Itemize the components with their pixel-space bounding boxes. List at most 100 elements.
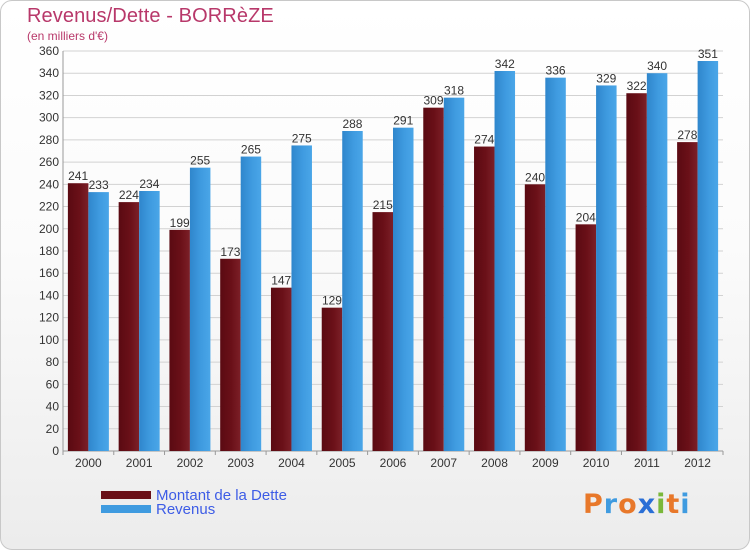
- x-tick-label: 2008: [481, 456, 508, 470]
- data-label-revenus: 255: [190, 154, 210, 168]
- x-tick-label: 2004: [278, 456, 305, 470]
- data-label-dette: 322: [627, 79, 647, 93]
- data-label-dette: 173: [220, 245, 240, 259]
- bar-revenus: [342, 131, 363, 451]
- proxiti-logo: Proxiti: [583, 489, 691, 520]
- bar-dette: [67, 183, 89, 451]
- y-tick-label: 120: [39, 311, 59, 325]
- data-label-revenus: 336: [546, 64, 566, 78]
- logo-letter: t: [666, 489, 681, 520]
- data-label-revenus: 318: [444, 84, 464, 98]
- legend-swatch-dette: [101, 491, 151, 499]
- bar-revenus: [393, 127, 414, 452]
- x-tick-label: 2012: [684, 456, 711, 470]
- bar-revenus: [443, 97, 465, 452]
- y-tick-label: 100: [39, 333, 59, 347]
- data-label-revenus: 233: [89, 178, 109, 192]
- logo-letter: P: [583, 489, 604, 520]
- bar-revenus: [240, 156, 262, 452]
- legend-label-dette: Montant de la Dette: [156, 486, 287, 504]
- logo-letter: i: [680, 489, 691, 520]
- x-tick-label: 2009: [532, 456, 559, 470]
- data-label-dette: 204: [576, 210, 596, 224]
- logo-letter: x: [637, 489, 657, 520]
- data-label-dette: 278: [677, 128, 697, 142]
- bar-dette: [169, 229, 190, 451]
- x-tick-label: 2006: [380, 456, 407, 470]
- chart-title: Revenus/Dette - BORRèZE: [27, 5, 274, 27]
- y-tick-label: 180: [39, 244, 59, 258]
- bar-dette: [270, 287, 292, 451]
- bar-revenus: [646, 73, 668, 451]
- bar-dette: [575, 224, 597, 451]
- x-tick-label: 2005: [329, 456, 356, 470]
- data-label-dette: 199: [170, 216, 190, 230]
- x-tick-label: 2010: [583, 456, 610, 470]
- bar-revenus: [596, 85, 617, 451]
- y-tick-label: 360: [39, 44, 59, 58]
- data-label-revenus: 342: [495, 57, 515, 71]
- data-label-revenus: 275: [292, 131, 312, 145]
- data-label-dette: 309: [424, 94, 444, 108]
- legend-label-revenus: Revenus: [156, 500, 216, 518]
- bar-revenus: [139, 191, 160, 451]
- y-tick-label: 240: [39, 177, 59, 191]
- y-tick-label: 0: [52, 444, 59, 458]
- y-tick-label: 20: [46, 422, 60, 436]
- y-tick-label: 340: [39, 66, 59, 80]
- data-label-revenus: 351: [698, 47, 718, 61]
- bar-revenus: [291, 145, 312, 451]
- x-tick-label: 2000: [75, 456, 102, 470]
- y-tick-label: 80: [46, 355, 60, 369]
- logo-letter: o: [618, 489, 638, 520]
- bar-dette: [626, 93, 647, 451]
- x-tick-label: 2002: [177, 456, 204, 470]
- bar-revenus: [189, 167, 211, 451]
- y-tick-label: 200: [39, 222, 59, 236]
- y-tick-label: 160: [39, 266, 59, 280]
- bar-revenus: [545, 77, 566, 452]
- data-label-dette: 240: [525, 170, 545, 184]
- data-label-dette: 241: [68, 169, 88, 183]
- x-tick-label: 2011: [634, 456, 660, 470]
- data-label-revenus: 340: [647, 59, 667, 73]
- y-tick-label: 60: [46, 377, 60, 391]
- bar-dette: [423, 107, 444, 452]
- bar-revenus: [494, 71, 516, 451]
- x-tick-label: 2001: [126, 456, 153, 470]
- data-label-revenus: 329: [596, 71, 616, 85]
- logo-letter: i: [656, 489, 667, 520]
- data-label-dette: 147: [271, 274, 291, 288]
- data-label-revenus: 291: [393, 114, 413, 128]
- data-label-dette: 215: [373, 198, 393, 212]
- y-tick-label: 320: [39, 88, 59, 102]
- bar-dette: [524, 184, 546, 452]
- logo-letter: r: [603, 489, 619, 520]
- y-tick-label: 260: [39, 155, 59, 169]
- bar-dette: [118, 202, 140, 451]
- legend-item-dette: Montant de la Dette: [101, 486, 287, 504]
- x-tick-label: 2003: [227, 456, 254, 470]
- data-label-dette: 129: [322, 294, 342, 308]
- bar-revenus: [697, 61, 719, 451]
- bar-dette: [372, 212, 393, 451]
- data-label-dette: 274: [474, 133, 494, 147]
- y-tick-label: 220: [39, 200, 59, 214]
- bar-dette: [321, 307, 343, 451]
- bar-dette: [474, 146, 495, 452]
- data-label-dette: 224: [119, 188, 139, 202]
- legend-item-revenus: Revenus: [101, 500, 216, 518]
- legend-swatch-revenus: [101, 505, 151, 513]
- x-tick-label: 2007: [430, 456, 457, 470]
- y-tick-label: 40: [46, 400, 60, 414]
- data-label-revenus: 288: [342, 117, 362, 131]
- y-tick-label: 280: [39, 133, 59, 147]
- bar-revenus: [88, 192, 109, 451]
- y-tick-label: 300: [39, 111, 59, 125]
- chart-subtitle: (en milliers d'€): [27, 29, 108, 43]
- y-tick-label: 140: [39, 288, 59, 302]
- data-label-revenus: 234: [139, 177, 159, 191]
- bar-dette: [220, 258, 241, 451]
